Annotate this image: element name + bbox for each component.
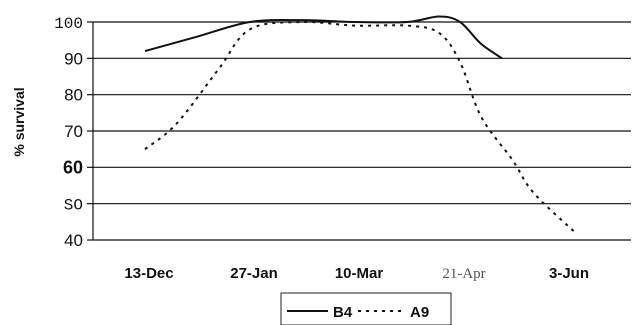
y-tick-label: 40 — [64, 231, 83, 250]
x-axis: 13-Dec 27-Jan 10-Mar 21-Apr 3-Jun — [124, 265, 589, 282]
y-axis: 40 SO 60 70 80 90 100 — [54, 15, 94, 250]
x-tick-label: 13-Dec — [124, 265, 173, 282]
x-tick-label: 21-Apr — [442, 266, 485, 282]
x-tick-label: 27-Jan — [230, 265, 278, 282]
x-tick-label: 10-Mar — [335, 265, 384, 282]
legend-box — [280, 292, 452, 325]
y-tick-label: 100 — [54, 15, 83, 33]
series-lines — [144, 15, 577, 234]
legend: B4 A9 — [280, 292, 452, 325]
y-tick-label: SO — [64, 197, 83, 215]
y-tick-label: 80 — [64, 86, 83, 105]
grid-lines — [93, 21, 631, 241]
y-tick-label: 90 — [64, 49, 83, 68]
series-line-b4 — [144, 15, 503, 60]
legend-label-a9: A9 — [410, 304, 429, 321]
y-tick-label: 70 — [64, 122, 83, 141]
y-tick-label: 60 — [63, 157, 83, 177]
legend-label-b4: B4 — [333, 304, 353, 321]
y-axis-title: % survival — [11, 87, 27, 156]
x-tick-label: 3-Jun — [549, 265, 589, 282]
series-line-a9 — [144, 20, 577, 234]
